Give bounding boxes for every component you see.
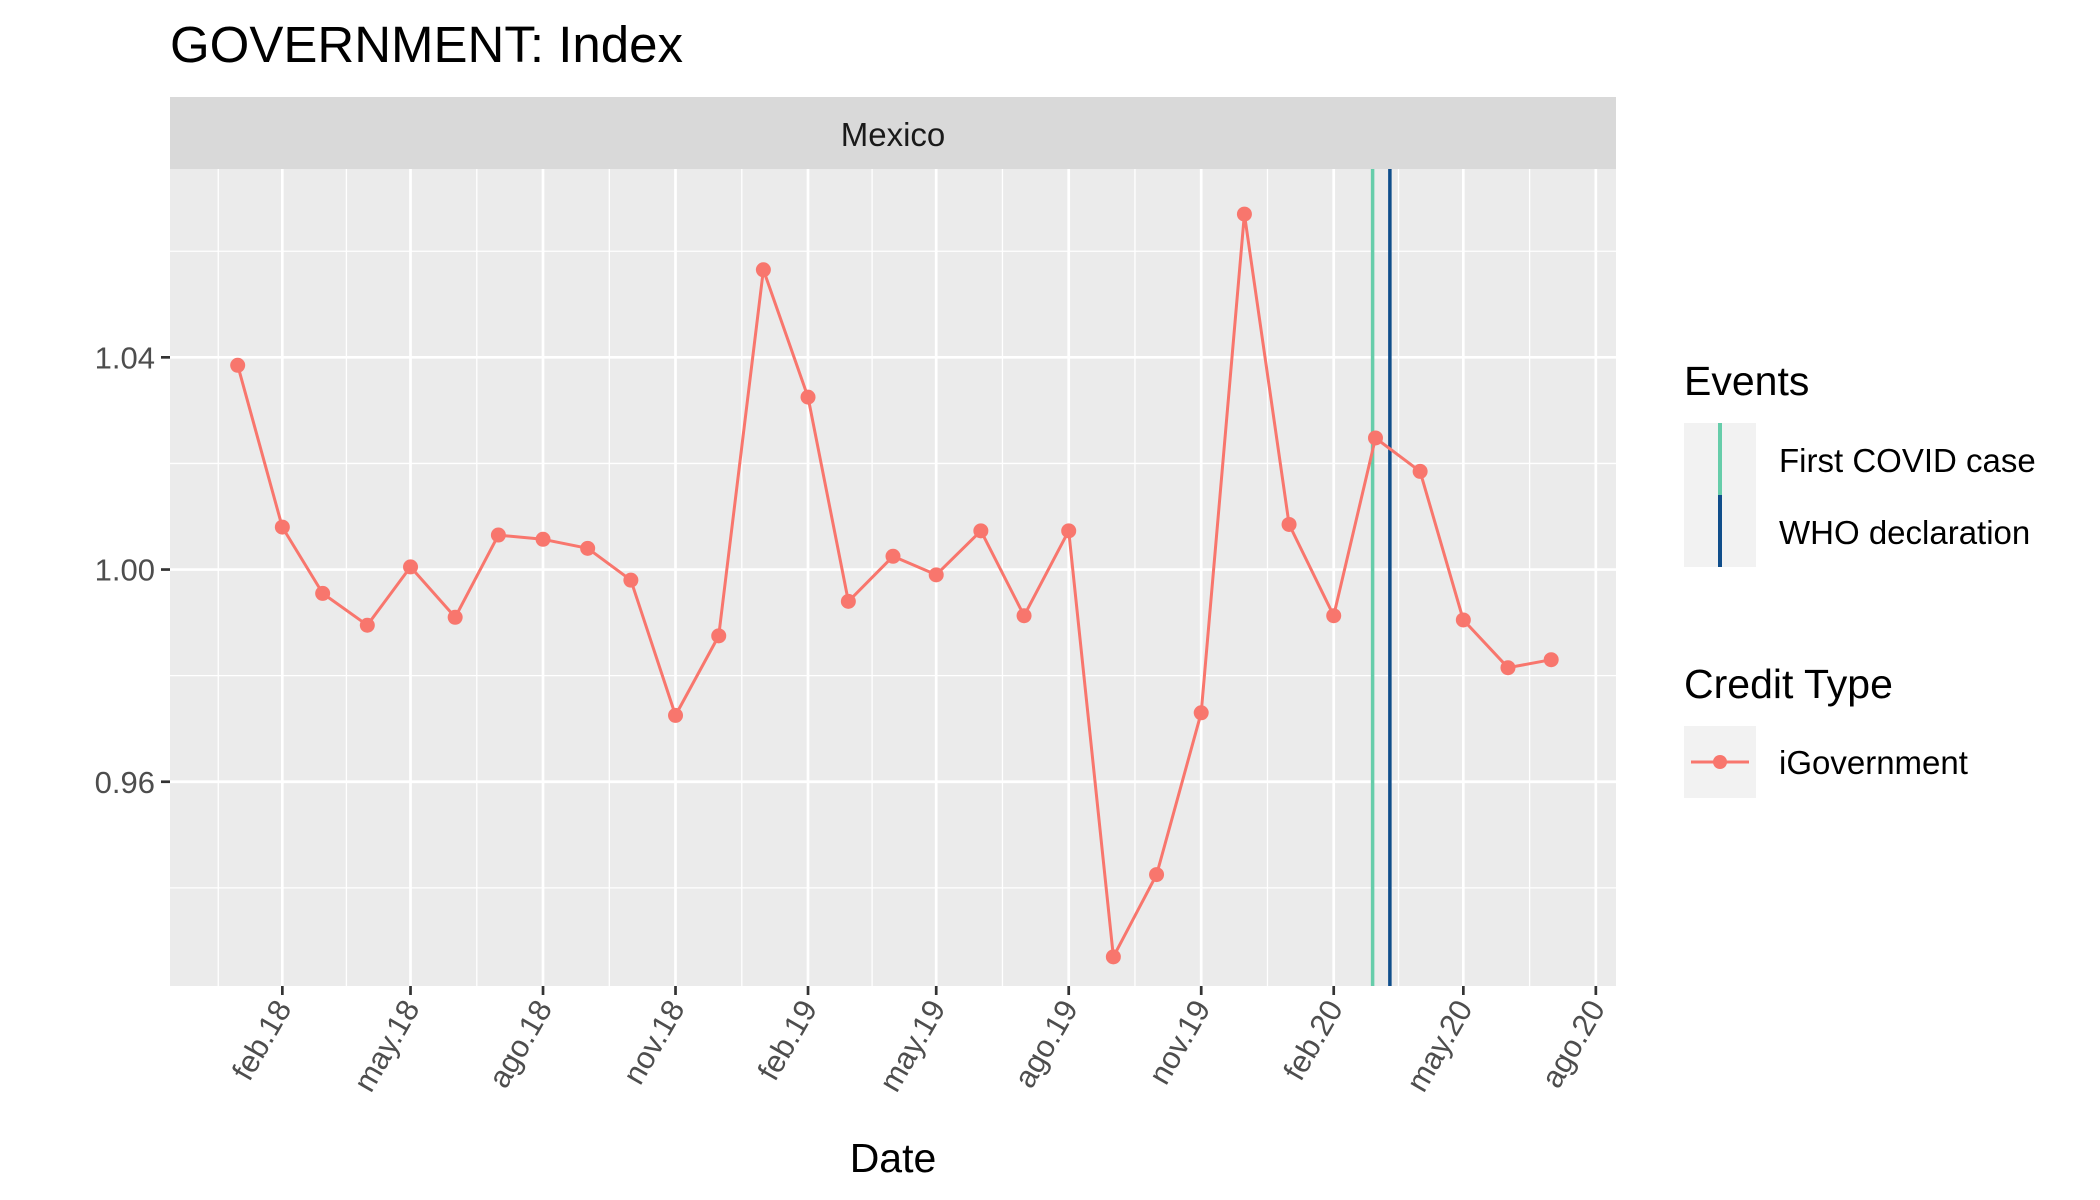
legend-credit-type-title: Credit Type — [1684, 661, 1893, 707]
data-point — [840, 593, 856, 609]
x-tick-label: may.18 — [347, 994, 427, 1098]
facet-label: Mexico — [841, 116, 946, 153]
data-point — [885, 548, 901, 564]
legend-label-who-declaration: WHO declaration — [1779, 514, 2030, 551]
data-point — [928, 567, 944, 583]
data-point — [1455, 612, 1471, 628]
data-point — [1367, 430, 1383, 446]
data-point — [315, 585, 331, 601]
x-tick-label: may.20 — [1399, 994, 1479, 1098]
data-point — [1236, 206, 1252, 222]
data-point — [711, 628, 727, 644]
y-tick-label: 1.00 — [95, 553, 155, 588]
series-layer — [230, 206, 1559, 965]
data-point — [359, 617, 375, 633]
data-point — [1543, 652, 1559, 668]
data-point — [490, 527, 506, 543]
facet-strip — [170, 97, 1616, 169]
x-axis: feb.18 may.18 ago.18 nov.18 feb.19 may.19 ago.… — [225, 986, 1612, 1098]
data-point — [274, 519, 290, 535]
x-tick-label: feb.19 — [751, 994, 824, 1086]
data-point — [1016, 608, 1032, 624]
data-point — [230, 357, 246, 373]
data-point — [668, 707, 684, 723]
legend-label-first-covid-case: First COVID case — [1779, 442, 2036, 479]
data-point — [1193, 705, 1209, 721]
data-point — [1326, 608, 1342, 624]
data-point — [403, 559, 419, 575]
data-point — [447, 609, 463, 625]
chart-title: GOVERNMENT: Index — [170, 16, 683, 73]
data-point — [800, 389, 816, 405]
x-tick-label: ago.18 — [481, 994, 559, 1094]
data-point — [580, 540, 596, 556]
data-point — [623, 572, 639, 588]
x-tick-label: nov.19 — [1142, 994, 1218, 1090]
legend-credit-type: Credit Type iGovernment — [1684, 661, 1968, 798]
x-tick-label: nov.18 — [616, 994, 692, 1090]
data-point — [755, 262, 771, 278]
data-point — [973, 523, 989, 539]
x-axis-title: Date — [850, 1135, 937, 1181]
event-lines — [1370, 169, 1392, 986]
legend-events-title: Events — [1684, 358, 1809, 404]
minor-gridlines — [170, 169, 1616, 986]
legend-label-igovernment: iGovernment — [1779, 744, 1968, 781]
legend-events: Events First COVID case WHO declaration — [1684, 358, 2036, 567]
y-axis: 0.96 1.00 1.04 — [95, 340, 170, 800]
x-tick-label: feb.20 — [1276, 994, 1349, 1086]
major-gridlines — [170, 169, 1616, 986]
data-point — [1149, 867, 1165, 883]
data-point — [1412, 463, 1428, 479]
legend-key-igovernment-point — [1713, 755, 1727, 769]
data-point — [1061, 523, 1077, 539]
x-tick-label: ago.20 — [1534, 994, 1612, 1094]
y-tick-label: 0.96 — [95, 765, 155, 800]
y-tick-label: 1.04 — [95, 340, 155, 375]
x-tick-label: may.19 — [872, 994, 952, 1098]
data-point — [1105, 949, 1121, 965]
data-point — [535, 531, 551, 547]
data-point — [1281, 516, 1297, 532]
data-point — [1500, 660, 1516, 676]
x-tick-label: ago.19 — [1007, 994, 1085, 1094]
x-tick-label: feb.18 — [225, 994, 298, 1086]
